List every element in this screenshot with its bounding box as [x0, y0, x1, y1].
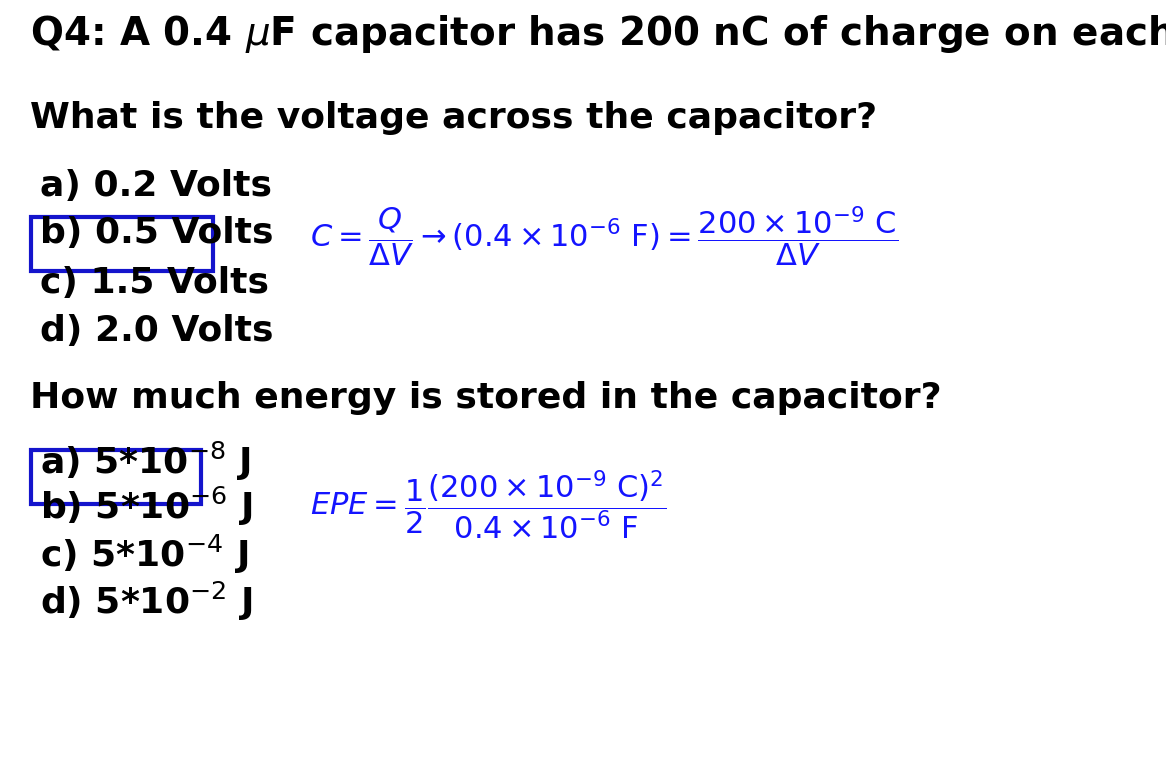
Text: b) 0.5 Volts: b) 0.5 Volts [40, 216, 274, 250]
Text: c) 1.5 Volts: c) 1.5 Volts [40, 266, 269, 300]
Text: a) 5*10$^{-8}$ J: a) 5*10$^{-8}$ J [40, 440, 251, 483]
Text: Q4: A 0.4 $\mu$F capacitor has 200 nC of charge on each plate.: Q4: A 0.4 $\mu$F capacitor has 200 nC of… [30, 13, 1166, 55]
Text: d) 5*10$^{-2}$ J: d) 5*10$^{-2}$ J [40, 580, 253, 623]
Text: $\mathit{C} = \dfrac{\mathit{Q}}{\Delta \mathit{V}} \rightarrow (0.4 \times 10^{: $\mathit{C} = \dfrac{\mathit{Q}}{\Delta … [310, 205, 898, 269]
Text: c) 5*10$^{-4}$ J: c) 5*10$^{-4}$ J [40, 533, 248, 576]
Text: d) 2.0 Volts: d) 2.0 Volts [40, 314, 274, 348]
Text: b) 5*10$^{-6}$ J: b) 5*10$^{-6}$ J [40, 485, 253, 528]
Text: a) 0.2 Volts: a) 0.2 Volts [40, 169, 272, 203]
Text: $\mathit{EPE} = \dfrac{1}{2}\dfrac{(200 \times 10^{-9}\ \mathrm{C})^2}{0.4 \time: $\mathit{EPE} = \dfrac{1}{2}\dfrac{(200 … [310, 469, 667, 542]
Text: What is the voltage across the capacitor?: What is the voltage across the capacitor… [30, 101, 877, 135]
Text: How much energy is stored in the capacitor?: How much energy is stored in the capacit… [30, 381, 942, 415]
